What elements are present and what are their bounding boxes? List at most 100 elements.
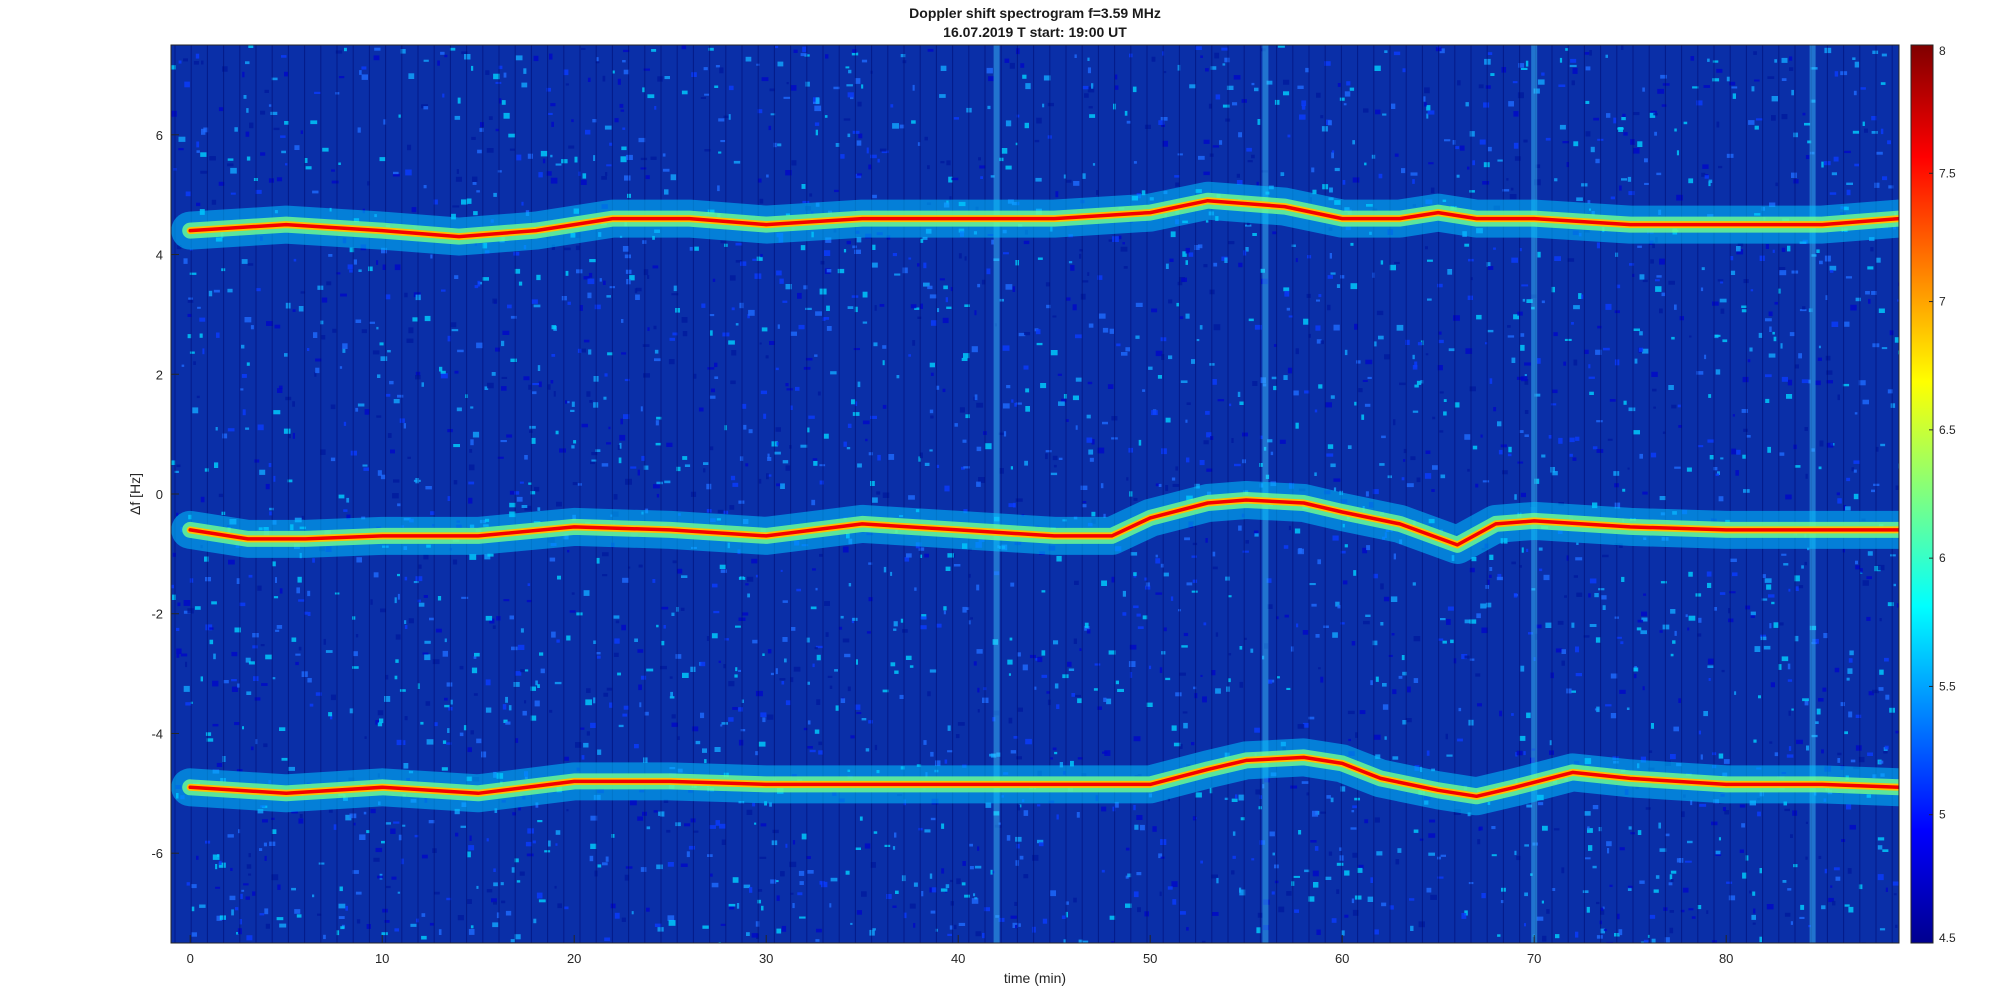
- noise-speck: [556, 501, 562, 507]
- noise-speck: [1781, 247, 1786, 252]
- noise-speck: [613, 652, 619, 657]
- noise-speck: [1333, 478, 1341, 482]
- noise-speck: [1570, 58, 1577, 63]
- noise-speck: [757, 899, 761, 904]
- noise-speck: [1756, 118, 1763, 121]
- noise-speck: [1109, 915, 1116, 920]
- noise-speck: [563, 69, 569, 76]
- noise-speck: [1867, 266, 1874, 270]
- noise-speck: [295, 661, 299, 666]
- noise-speck: [1401, 477, 1405, 481]
- noise-speck: [798, 870, 805, 876]
- noise-speck: [1214, 52, 1220, 59]
- noise-speck: [1291, 244, 1296, 247]
- noise-speck: [527, 153, 533, 159]
- noise-speck: [1283, 545, 1289, 549]
- noise-speck: [283, 428, 291, 434]
- noise-speck: [1851, 467, 1855, 472]
- noise-speck: [1806, 745, 1810, 751]
- y-tick-label: -2: [151, 607, 163, 622]
- noise-speck: [1378, 335, 1384, 340]
- noise-speck: [869, 929, 875, 936]
- noise-speck: [247, 263, 254, 266]
- noise-speck: [1652, 242, 1655, 249]
- noise-speck: [366, 830, 370, 834]
- noise-speck: [510, 939, 516, 943]
- noise-speck: [1619, 185, 1622, 191]
- noise-speck: [1816, 249, 1820, 253]
- noise-speck: [1584, 349, 1589, 354]
- noise-speck: [964, 256, 967, 261]
- noise-speck: [755, 690, 763, 697]
- noise-speck: [1125, 347, 1130, 352]
- noise-speck: [1598, 827, 1602, 832]
- noise-speck: [1134, 824, 1139, 830]
- noise-speck: [1658, 822, 1661, 829]
- noise-speck: [1297, 724, 1305, 729]
- noise-speck: [526, 599, 532, 603]
- noise-speck: [931, 887, 937, 893]
- noise-speck: [1887, 602, 1894, 607]
- noise-speck: [823, 433, 829, 439]
- noise-speck: [1640, 756, 1646, 763]
- noise-speck: [1087, 86, 1095, 93]
- noise-speck: [781, 925, 787, 932]
- noise-speck: [740, 261, 747, 266]
- noise-speck: [908, 495, 915, 500]
- noise-speck: [1015, 402, 1022, 405]
- noise-speck: [1703, 85, 1711, 88]
- noise-speck: [491, 372, 496, 376]
- noise-speck: [647, 327, 650, 331]
- noise-speck: [216, 915, 223, 921]
- noise-speck: [1009, 637, 1013, 641]
- noise-speck: [472, 431, 480, 438]
- noise-speck: [583, 742, 589, 748]
- noise-speck: [672, 332, 678, 336]
- noise-speck: [1626, 707, 1630, 710]
- noise-speck: [813, 97, 817, 104]
- noise-speck: [1315, 634, 1320, 638]
- noise-speck: [555, 830, 561, 835]
- noise-speck: [1523, 139, 1528, 143]
- noise-speck: [982, 932, 985, 939]
- noise-speck: [1003, 252, 1009, 255]
- noise-speck: [1456, 174, 1460, 178]
- noise-speck: [732, 877, 739, 883]
- noise-speck: [1602, 554, 1609, 558]
- noise-speck: [474, 652, 480, 657]
- noise-speck: [1213, 262, 1218, 267]
- noise-speck: [692, 726, 699, 732]
- noise-speck: [1050, 757, 1053, 760]
- noise-speck: [1046, 691, 1050, 694]
- noise-speck: [619, 103, 624, 108]
- noise-speck: [1032, 854, 1039, 861]
- noise-speck: [1344, 544, 1348, 548]
- noise-speck: [1005, 165, 1012, 170]
- noise-speck: [1151, 308, 1158, 313]
- noise-speck: [1633, 673, 1637, 679]
- noise-speck: [534, 700, 540, 707]
- noise-speck: [218, 493, 223, 498]
- noise-speck: [1524, 410, 1529, 414]
- noise-speck: [1787, 888, 1792, 891]
- noise-speck: [1854, 61, 1860, 68]
- noise-speck: [1273, 385, 1277, 391]
- noise-speck: [1216, 877, 1219, 884]
- noise-speck: [1365, 359, 1373, 365]
- noise-speck: [1726, 76, 1730, 82]
- noise-speck: [1418, 921, 1425, 928]
- noise-speck: [1163, 572, 1169, 577]
- noise-speck: [1661, 104, 1667, 107]
- noise-speck: [1708, 179, 1713, 183]
- noise-speck: [343, 509, 348, 512]
- noise-speck: [906, 553, 912, 558]
- noise-speck: [574, 156, 578, 163]
- noise-speck: [1142, 389, 1146, 392]
- noise-speck: [1243, 637, 1247, 640]
- noise-speck: [459, 732, 464, 737]
- noise-speck: [603, 396, 607, 400]
- noise-speck: [1327, 275, 1333, 279]
- noise-speck: [930, 320, 937, 326]
- noise-speck: [1639, 331, 1643, 336]
- noise-speck: [1688, 615, 1696, 621]
